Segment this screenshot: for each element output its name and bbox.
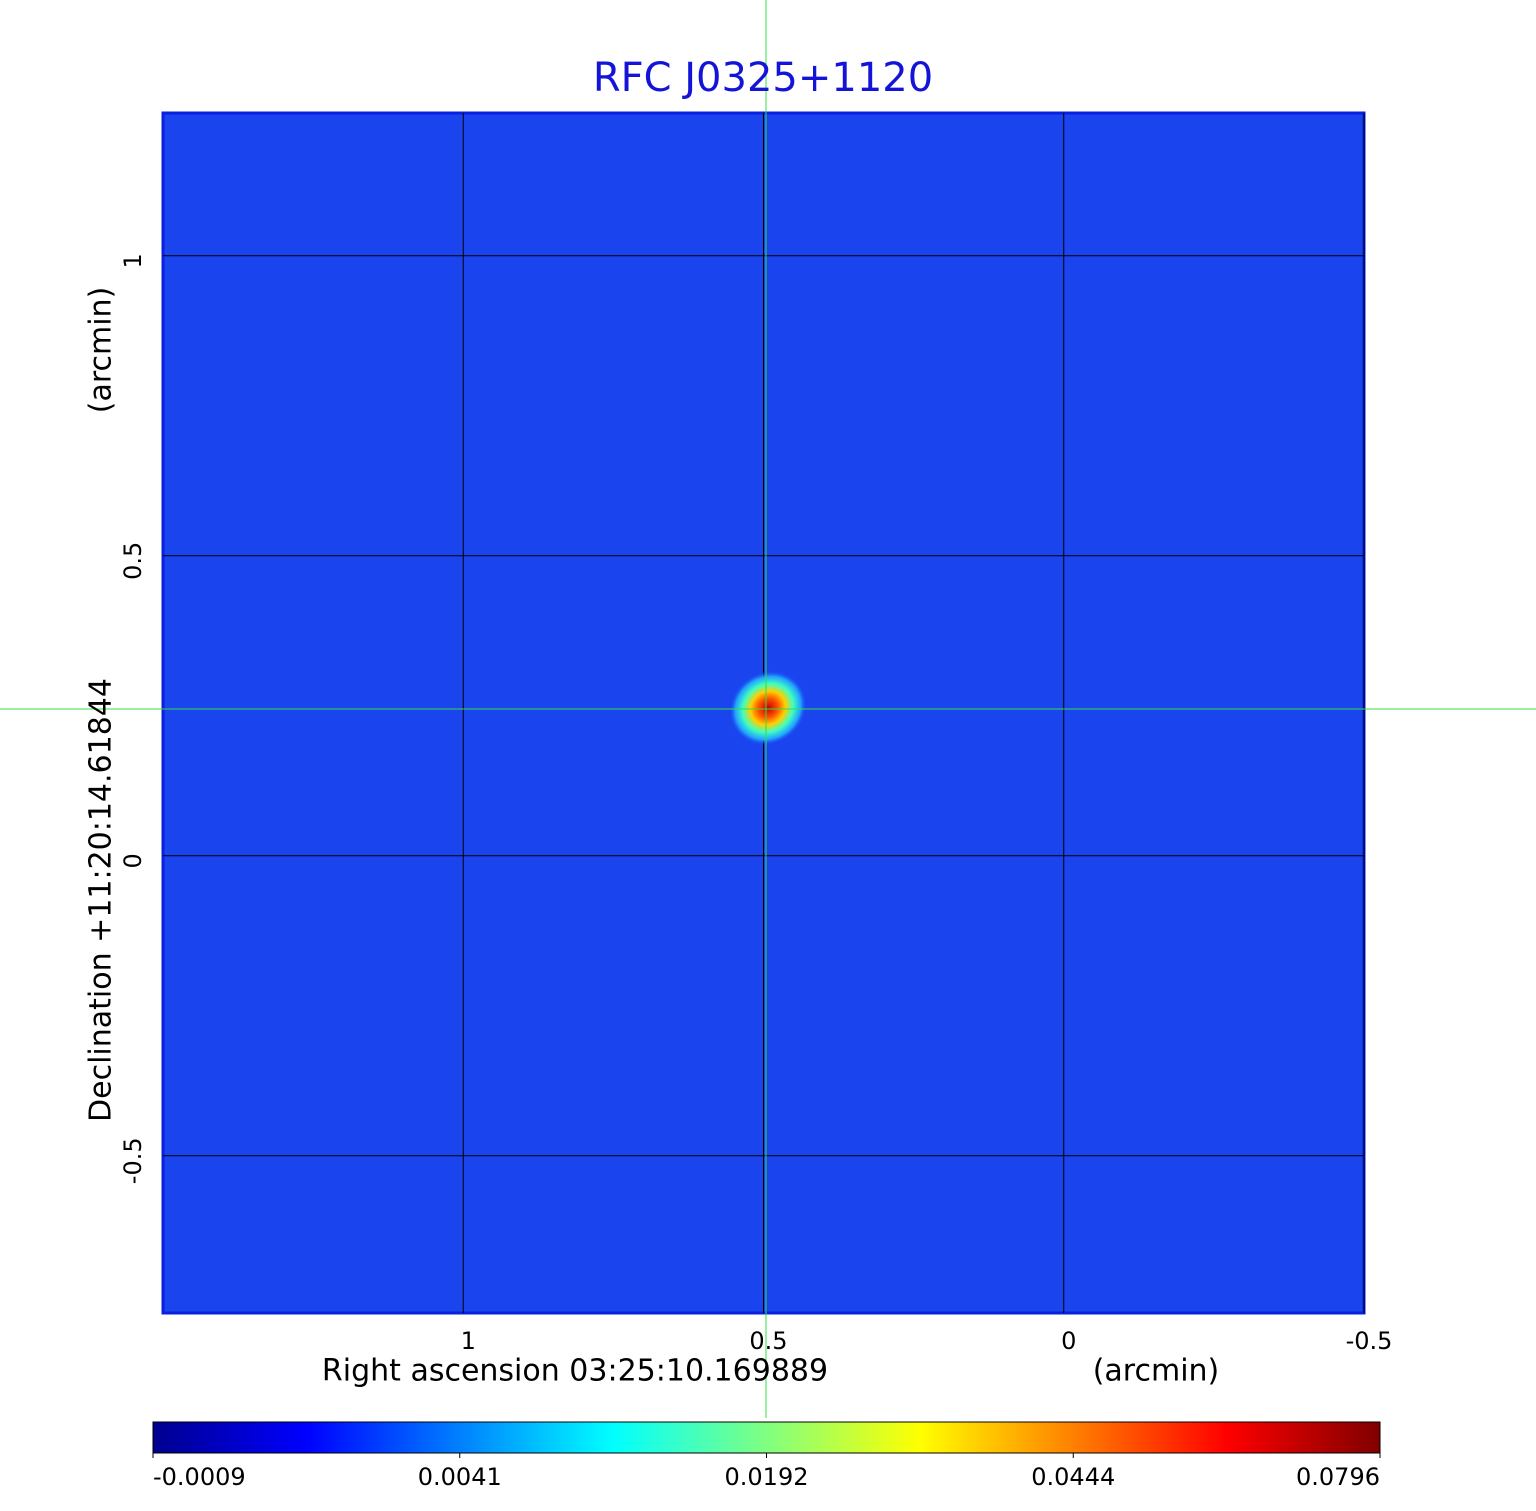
y-axis-unit: (arcmin) (84, 287, 119, 414)
y-tick-label: 0.5 (119, 542, 147, 580)
y-tick-label: -0.5 (119, 1137, 147, 1184)
chart-title: RFC J0325+1120 (593, 55, 933, 101)
colorbar-tick-label: 0.0041 (418, 1463, 502, 1491)
y-tick-label: 0 (119, 853, 147, 868)
colorbar-tick-label: 0.0444 (1031, 1463, 1115, 1491)
colorbar (152, 1421, 1381, 1454)
x-tick-label: -0.5 (1346, 1327, 1393, 1355)
source (729, 670, 807, 746)
colorbar-tick-label: 0.0192 (725, 1463, 809, 1491)
x-axis-label: Right ascension 03:25:10.169889 (322, 1354, 828, 1389)
x-axis-unit: (arcmin) (1093, 1354, 1220, 1389)
x-tick-label: 1 (461, 1327, 476, 1355)
x-tick-label: 0 (1061, 1327, 1076, 1355)
y-tick-label: 1 (119, 253, 147, 268)
colorbar-tick-label: -0.0009 (153, 1463, 246, 1491)
y-axis-label: Declination +11:20:14.61844 (84, 678, 119, 1122)
x-tick-label: 0.5 (749, 1327, 787, 1355)
colorbar-tick-label: 0.0796 (1296, 1463, 1380, 1491)
